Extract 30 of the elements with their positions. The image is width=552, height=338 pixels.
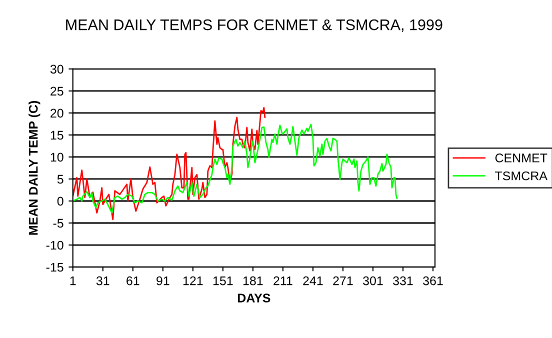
y-tick-label: 15 xyxy=(50,130,64,140)
x-tick-label: 61 xyxy=(126,276,140,286)
chart-title: MEAN DAILY TEMPS FOR CENMET & TSMCRA, 1999 xyxy=(66,19,442,32)
y-tick-label: -15 xyxy=(46,262,64,272)
line-series xyxy=(72,106,266,220)
x-tick-label: 271 xyxy=(333,276,353,286)
legend-label: TSMCRA xyxy=(495,171,548,180)
x-tick-label: 151 xyxy=(213,276,233,286)
x-tick-label: 211 xyxy=(274,276,292,286)
legend-label: CENMET xyxy=(495,154,548,162)
x-tick-label: 331 xyxy=(393,276,413,286)
y-tick-label: 20 xyxy=(50,108,64,118)
y-tick-label: -5 xyxy=(53,218,64,228)
x-tick-label: 91 xyxy=(156,276,170,286)
y-tick-label: 30 xyxy=(50,64,64,74)
y-tick-label: -10 xyxy=(46,240,64,250)
x-tick-label: 31 xyxy=(96,276,110,286)
x-tick-label: 241 xyxy=(303,276,323,286)
y-tick-label: 25 xyxy=(50,86,64,96)
y-tick-label: 10 xyxy=(50,152,64,162)
y-tick-label: 0 xyxy=(57,196,64,206)
x-tick-label: 181 xyxy=(243,276,263,286)
x-tick-label: 121 xyxy=(183,276,203,286)
x-axis-title: DAYS xyxy=(238,294,270,302)
x-tick-label: 1 xyxy=(70,276,76,286)
x-tick-label: 301 xyxy=(363,276,383,286)
x-tick-label: 361 xyxy=(423,276,443,286)
line-series xyxy=(72,124,398,214)
y-axis-title: MEAN DAILY TEMP (C) xyxy=(28,100,40,235)
y-tick-label: 5 xyxy=(57,174,64,184)
